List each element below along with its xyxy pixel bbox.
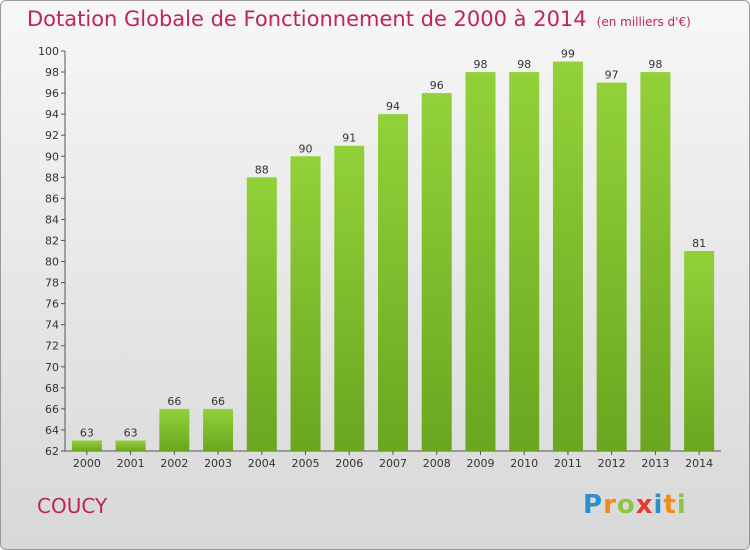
bar-value-label: 90	[299, 142, 313, 155]
y-tick-label: 74	[45, 319, 59, 332]
x-tick-label: 2010	[510, 457, 538, 470]
bar	[159, 408, 190, 451]
x-tick-label: 2002	[160, 457, 188, 470]
y-tick-label: 94	[45, 108, 59, 121]
y-tick-label: 72	[45, 340, 59, 353]
x-tick-label: 2013	[641, 457, 669, 470]
bar	[465, 72, 496, 451]
chart-title: Dotation Globale de Fonctionnement de 20…	[27, 7, 587, 31]
x-tick-label: 2001	[117, 457, 145, 470]
y-tick-label: 96	[45, 87, 59, 100]
y-tick-label: 68	[45, 382, 59, 395]
bar	[203, 408, 234, 451]
x-tick-label: 2012	[598, 457, 626, 470]
x-tick-label: 2006	[335, 457, 363, 470]
y-tick-label: 66	[45, 403, 59, 416]
x-tick-label: 2000	[73, 457, 101, 470]
y-tick-label: 76	[45, 298, 59, 311]
x-tick-label: 2004	[248, 457, 276, 470]
bar	[378, 114, 408, 451]
bar-value-label: 66	[167, 395, 181, 408]
y-tick-label: 92	[45, 129, 59, 142]
bar-value-label: 94	[386, 100, 400, 113]
y-tick-label: 82	[45, 234, 59, 247]
place-name: COUCY	[37, 494, 108, 518]
bar-value-label: 97	[605, 69, 619, 82]
bar-value-label: 66	[211, 395, 225, 408]
bar	[246, 177, 277, 451]
x-tick-label: 2003	[204, 457, 232, 470]
bar	[640, 72, 671, 451]
bar-value-label: 98	[473, 58, 487, 71]
bar-value-label: 88	[255, 163, 269, 176]
y-tick-label: 62	[45, 445, 59, 458]
x-tick-label: 2007	[379, 457, 407, 470]
logo-letter: i	[676, 490, 687, 520]
bar-value-label: 98	[648, 58, 662, 71]
bar	[596, 82, 627, 451]
chart-unit: (en milliers d'€)	[596, 15, 691, 29]
bar	[509, 72, 540, 451]
logo-letter: P	[583, 490, 604, 520]
y-tick-label: 90	[45, 150, 59, 163]
y-tick-label: 80	[45, 256, 59, 269]
proxiti-logo: Proxiti	[583, 490, 687, 520]
y-tick-label: 86	[45, 192, 59, 205]
chart-title-group: Dotation Globale de Fonctionnement de 20…	[27, 7, 691, 31]
x-tick-label: 2008	[423, 457, 451, 470]
logo-letter: o	[616, 490, 636, 520]
logo-letter: t	[663, 490, 677, 520]
logo-letter: i	[653, 490, 664, 520]
logo-letter: x	[635, 490, 654, 520]
x-tick-label: 2005	[292, 457, 320, 470]
x-tick-label: 2009	[466, 457, 494, 470]
bar-value-label: 63	[80, 426, 94, 439]
bar-value-label: 99	[561, 48, 575, 61]
bar	[684, 251, 715, 451]
bar	[71, 440, 102, 451]
bar-value-label: 98	[517, 58, 531, 71]
y-tick-label: 70	[45, 361, 59, 374]
bar-value-label: 96	[430, 79, 444, 92]
bar	[552, 61, 583, 452]
x-tick-label: 2011	[554, 457, 582, 470]
x-tick-label: 2014	[685, 457, 713, 470]
y-tick-label: 84	[45, 213, 59, 226]
bar-value-label: 63	[124, 426, 138, 439]
bar	[115, 440, 146, 451]
y-tick-label: 100	[38, 45, 59, 58]
bar	[421, 93, 452, 452]
bar-value-label: 91	[342, 132, 356, 145]
y-tick-label: 98	[45, 66, 59, 79]
logo-letter: r	[603, 490, 617, 520]
bar	[290, 156, 321, 451]
y-tick-label: 88	[45, 171, 59, 184]
bar-value-label: 81	[692, 237, 706, 250]
bar	[334, 145, 365, 451]
y-tick-label: 64	[45, 424, 59, 437]
y-tick-label: 78	[45, 277, 59, 290]
